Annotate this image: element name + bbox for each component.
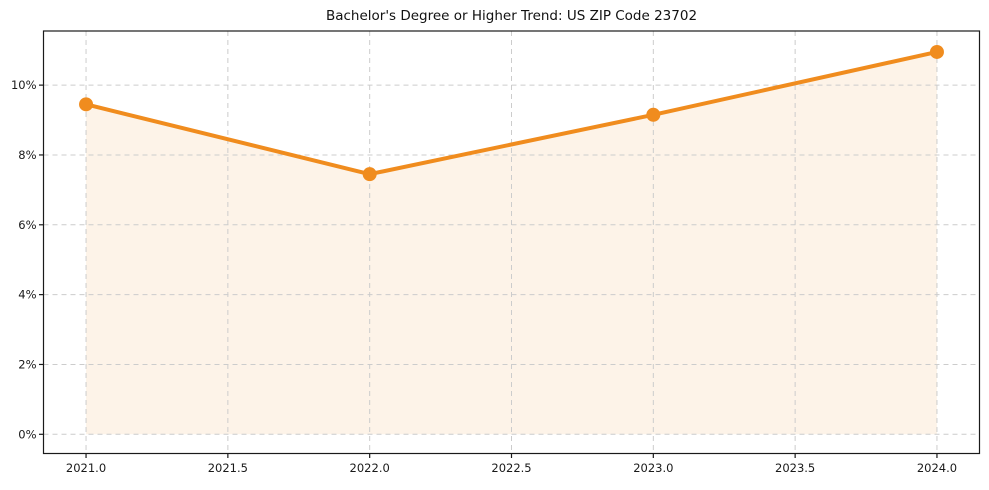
x-tick-label: 2022.5 [491, 461, 531, 475]
y-tick-label: 0% [18, 427, 36, 441]
y-tick-label: 10% [11, 78, 37, 92]
y-tick-label: 4% [18, 288, 36, 302]
y-tick-label: 8% [18, 148, 36, 162]
area-fill [86, 51, 937, 435]
x-tick-label: 2022.0 [350, 461, 390, 475]
x-tick-label: 2023.5 [775, 461, 815, 475]
chart-title: Bachelor's Degree or Higher Trend: US ZI… [325, 8, 698, 24]
x-tick-label: 2021.0 [66, 461, 106, 475]
data-point-marker [79, 97, 94, 112]
x-tick-label: 2023.0 [633, 461, 673, 475]
x-tick-label: 2021.5 [208, 461, 248, 475]
data-point-marker [646, 107, 661, 122]
trend-line [84, 49, 939, 177]
y-tick-label: 2% [18, 357, 36, 371]
x-tick-label: 2024.0 [917, 461, 957, 475]
data-point-marker [362, 167, 377, 182]
y-tick-label: 6% [18, 218, 36, 232]
data-point-marker [929, 44, 944, 59]
